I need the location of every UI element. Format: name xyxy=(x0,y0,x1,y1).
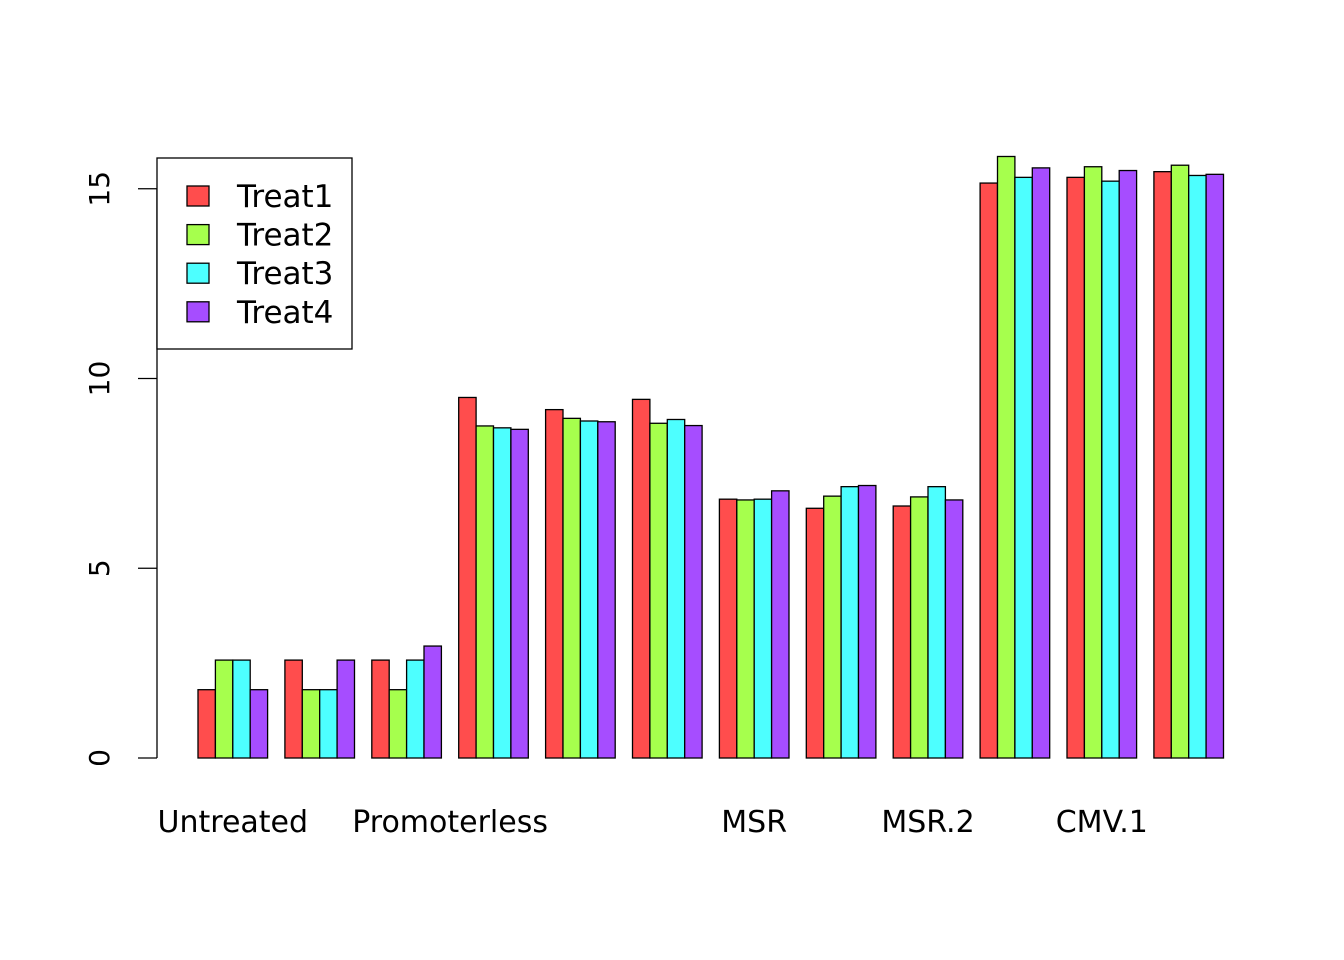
x-category-label: Untreated xyxy=(158,805,309,840)
legend-label-treat3: Treat3 xyxy=(236,256,333,292)
bar-treat4-group-4 xyxy=(510,428,529,759)
bar-treat2-group-7 xyxy=(736,499,755,759)
bars-layer xyxy=(197,155,1225,759)
bar-treat2-group-9 xyxy=(909,496,929,759)
bar-treat4-group-3 xyxy=(423,645,443,759)
bar-treat4-group-1 xyxy=(249,689,269,759)
bar-treat2-group-8 xyxy=(823,495,842,759)
y-tick-label: 15 xyxy=(83,171,116,207)
bar-treat1-group-2 xyxy=(284,659,303,759)
bar-treat3-group-10 xyxy=(1014,176,1033,759)
bar-treat3-group-5 xyxy=(579,420,599,759)
bar-treat3-group-2 xyxy=(319,689,338,759)
y-tick-label: 5 xyxy=(83,559,116,577)
legend-swatch-treat4 xyxy=(186,301,210,323)
bar-treat1-group-10 xyxy=(979,182,999,759)
bar-treat3-group-6 xyxy=(666,418,686,759)
bar-treat2-group-1 xyxy=(214,659,234,759)
bar-treat2-group-5 xyxy=(562,417,582,759)
bar-treat3-group-12 xyxy=(1188,174,1207,759)
bar-treat1-group-7 xyxy=(718,498,738,759)
bar-treat1-group-4 xyxy=(458,396,477,759)
y-tick-label: 0 xyxy=(83,749,116,767)
bar-treat2-group-11 xyxy=(1083,166,1103,759)
legend-swatch-treat3 xyxy=(186,262,210,284)
x-category-label: MSR.2 xyxy=(881,805,974,840)
bar-treat4-group-5 xyxy=(597,421,616,759)
bar-treat1-group-6 xyxy=(631,398,651,759)
bar-treat4-group-12 xyxy=(1205,173,1225,759)
bar-treat3-group-8 xyxy=(840,486,860,759)
bar-treat1-group-9 xyxy=(892,505,912,759)
bar-treat4-group-8 xyxy=(857,484,877,759)
bar-treat1-group-8 xyxy=(805,507,825,759)
x-category-label: Promoterless xyxy=(352,805,548,840)
bar-treat4-group-2 xyxy=(336,659,356,759)
bar-treat3-group-11 xyxy=(1101,180,1120,759)
bar-treat4-group-9 xyxy=(944,499,964,759)
bar-treat3-group-1 xyxy=(232,659,251,759)
y-axis: 0 5 10 15 xyxy=(83,171,158,767)
y-tick-label: 10 xyxy=(83,361,116,397)
x-category-label: MSR xyxy=(721,805,787,840)
bar-treat3-group-3 xyxy=(405,659,425,759)
legend-label-treat1: Treat1 xyxy=(236,179,333,215)
bar-treat2-group-2 xyxy=(301,689,321,759)
bar-treat1-group-11 xyxy=(1066,176,1086,759)
bar-treat3-group-4 xyxy=(492,427,512,759)
legend-label-treat2: Treat2 xyxy=(236,218,333,254)
bar-treat2-group-6 xyxy=(649,422,668,759)
bar-treat1-group-1 xyxy=(197,689,217,759)
x-category-label: CMV.1 xyxy=(1056,805,1148,840)
bar-treat2-group-12 xyxy=(1170,164,1190,759)
bar-treat2-group-4 xyxy=(475,425,495,759)
x-axis-labels: Untreated Promoterless MSR MSR.2 CMV.1 xyxy=(158,805,1148,840)
legend-swatch-treat1 xyxy=(186,185,210,207)
bar-treat2-group-3 xyxy=(388,689,408,759)
bar-treat3-group-7 xyxy=(753,498,773,759)
bar-treat4-group-6 xyxy=(684,424,703,759)
bar-treat1-group-3 xyxy=(371,659,390,759)
bar-treat3-group-9 xyxy=(927,486,947,759)
bar-treat1-group-5 xyxy=(544,408,564,759)
bar-treat1-group-12 xyxy=(1153,171,1172,759)
legend-swatch-treat2 xyxy=(186,223,210,246)
legend-label-treat4: Treat4 xyxy=(236,295,333,331)
bar-treat4-group-7 xyxy=(770,490,790,759)
bar-treat4-group-10 xyxy=(1031,167,1051,759)
bar-treat2-group-10 xyxy=(996,155,1016,759)
bar-treat4-group-11 xyxy=(1118,169,1138,759)
